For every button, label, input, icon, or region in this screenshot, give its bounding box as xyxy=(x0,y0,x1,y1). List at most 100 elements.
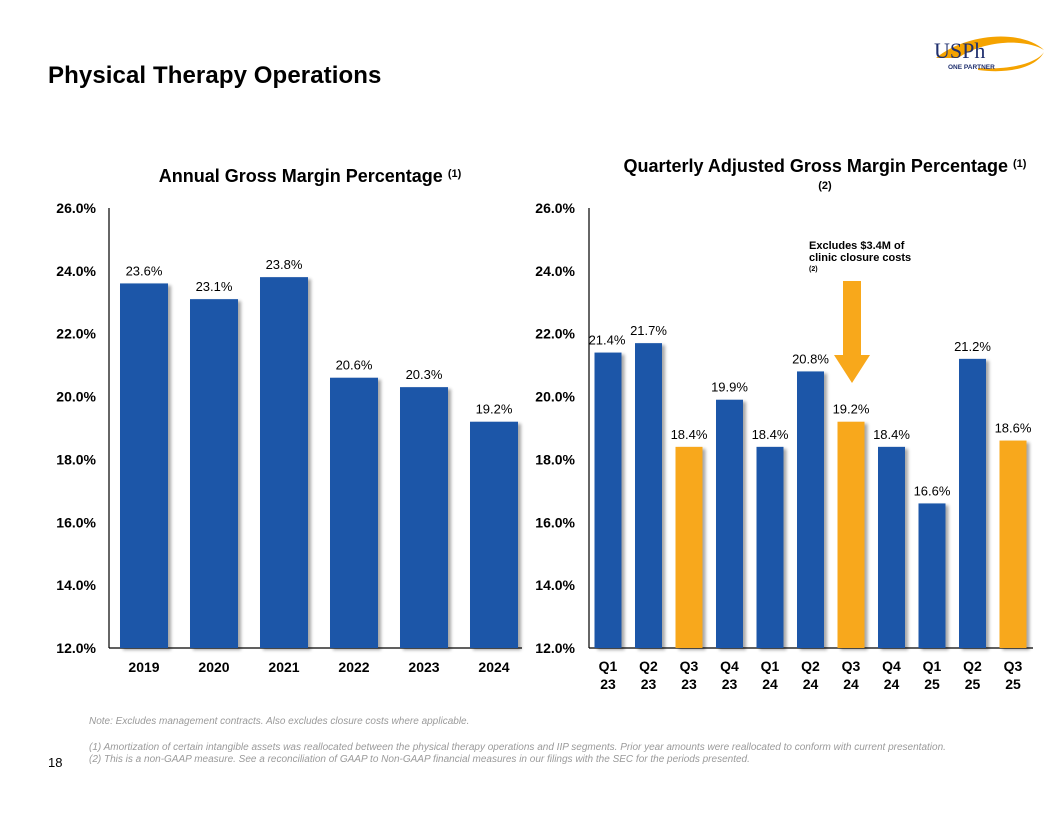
annual-bar xyxy=(120,283,168,648)
quarterly-bar xyxy=(756,446,784,648)
annual-chart-title: Annual Gross Margin Percentage (1) xyxy=(100,165,520,187)
annotation-arrow-head xyxy=(834,355,870,383)
quarterly-y-tick-label: 16.0% xyxy=(535,514,575,530)
quarterly-x-tick-label-year: 25 xyxy=(924,676,940,692)
quarterly-y-tick-label: 18.0% xyxy=(535,451,575,467)
quarterly-x-tick-label-quarter: Q1 xyxy=(761,658,780,674)
annotation-arrow-shaft xyxy=(843,281,861,356)
annual-x-tick-label: 2023 xyxy=(408,659,439,675)
quarterly-bar xyxy=(797,371,824,648)
quarterly-x-tick-label-year: 23 xyxy=(722,676,738,692)
quarterly-x-tick-label-year: 24 xyxy=(762,676,778,692)
annual-data-label: 23.1% xyxy=(196,279,233,294)
quarterly-data-label: 21.4% xyxy=(589,333,626,348)
quarterly-x-tick-label-quarter: Q2 xyxy=(963,658,982,674)
annual-y-tick-label: 24.0% xyxy=(56,263,96,279)
quarterly-data-label: 19.9% xyxy=(711,380,748,395)
company-logo: USPh ONE PARTNER xyxy=(934,36,1044,72)
quarterly-bar xyxy=(959,358,986,648)
quarterly-x-tick-label-quarter: Q2 xyxy=(639,658,658,674)
quarterly-y-tick-label: 22.0% xyxy=(535,326,575,342)
footnotes: Note: Excludes management contracts. Als… xyxy=(89,716,989,766)
quarterly-x-tick-label-year: 24 xyxy=(843,676,859,692)
annual-x-tick-label: 2020 xyxy=(198,659,229,675)
annual-bar xyxy=(260,277,308,648)
annual-chart-title-footnote: (1) xyxy=(447,168,462,180)
quarterly-bar xyxy=(837,421,865,648)
quarterly-chart-title: Quarterly Adjusted Gross Margin Percenta… xyxy=(620,155,1030,199)
annual-y-tick-label: 12.0% xyxy=(56,640,96,656)
quarterly-x-tick-label-year: 25 xyxy=(1005,676,1021,692)
quarterly-data-label: 18.4% xyxy=(873,427,910,442)
annotation-footnote: (2) xyxy=(809,266,818,273)
quarterly-x-tick-label-quarter: Q4 xyxy=(882,658,901,674)
quarterly-bar xyxy=(918,503,946,648)
quarterly-data-label: 20.8% xyxy=(792,351,829,366)
annual-data-label: 23.6% xyxy=(126,263,163,278)
quarterly-x-tick-label-quarter: Q3 xyxy=(680,658,699,674)
quarterly-x-tick-label-quarter: Q2 xyxy=(801,658,820,674)
annotation-text: Excludes $3.4M of clinic closure costs xyxy=(809,240,912,264)
quarterly-data-label: 19.2% xyxy=(833,402,870,417)
annual-y-tick-label: 26.0% xyxy=(56,200,96,216)
annual-bar xyxy=(190,299,238,648)
annual-bar xyxy=(400,387,448,648)
quarterly-chart-title-footnote: (1)(2) xyxy=(818,158,1027,192)
quarterly-y-tick-label: 24.0% xyxy=(535,263,575,279)
note-text: Note: Excludes management contracts. Als… xyxy=(89,716,470,727)
annual-x-tick-label: 2022 xyxy=(338,659,369,675)
quarterly-data-label: 18.4% xyxy=(671,427,708,442)
quarterly-x-tick-label-quarter: Q3 xyxy=(1004,658,1023,674)
quarterly-x-tick-label-quarter: Q3 xyxy=(842,658,861,674)
quarterly-x-tick-label-year: 23 xyxy=(600,676,616,692)
annual-y-tick-label: 22.0% xyxy=(56,326,96,342)
logo-swoosh xyxy=(936,36,1044,58)
quarterly-x-tick-label-quarter: Q4 xyxy=(720,658,739,674)
annual-x-tick-label: 2021 xyxy=(268,659,299,675)
footnote-2: (2) This is a non-GAAP measure. See a re… xyxy=(89,754,750,765)
closure-costs-annotation: Excludes $3.4M of clinic closure costs (… xyxy=(809,240,919,276)
annual-y-tick-label: 20.0% xyxy=(56,389,96,405)
annual-data-label: 20.3% xyxy=(406,367,443,382)
quarterly-x-tick-label-year: 24 xyxy=(803,676,819,692)
annual-x-tick-label: 2024 xyxy=(478,659,509,675)
logo-swoosh-tail xyxy=(978,52,1044,72)
quarterly-y-tick-label: 26.0% xyxy=(535,200,575,216)
quarterly-y-tick-label: 14.0% xyxy=(535,577,575,593)
annual-y-tick-label: 18.0% xyxy=(56,451,96,467)
quarterly-chart-title-text: Quarterly Adjusted Gross Margin Percenta… xyxy=(623,156,1008,176)
footnote-1: (1) Amortization of certain intangible a… xyxy=(89,742,946,753)
annual-y-tick-label: 16.0% xyxy=(56,514,96,530)
quarterly-x-tick-label-year: 23 xyxy=(681,676,697,692)
quarterly-bar xyxy=(635,343,662,648)
quarterly-x-tick-label-year: 24 xyxy=(884,676,900,692)
logo-text: USPh xyxy=(934,38,985,63)
annual-y-tick-label: 14.0% xyxy=(56,577,96,593)
annual-bar xyxy=(330,377,378,648)
quarterly-data-label: 18.6% xyxy=(995,421,1032,436)
annual-data-label: 20.6% xyxy=(336,358,373,373)
annual-bar xyxy=(470,421,518,648)
annual-chart-title-text: Annual Gross Margin Percentage xyxy=(158,166,443,186)
quarterly-data-label: 21.7% xyxy=(630,323,667,338)
quarterly-bar xyxy=(594,352,622,648)
quarterly-y-tick-label: 20.0% xyxy=(535,389,575,405)
quarterly-data-label: 18.4% xyxy=(752,427,789,442)
quarterly-bar xyxy=(716,399,743,648)
quarterly-data-label: 16.6% xyxy=(914,483,951,498)
quarterly-bar xyxy=(999,440,1027,648)
annual-data-label: 19.2% xyxy=(476,402,513,417)
quarterly-x-tick-label-year: 23 xyxy=(641,676,657,692)
quarterly-x-tick-label-year: 25 xyxy=(965,676,981,692)
quarterly-bar xyxy=(878,446,905,648)
logo-subtext: ONE PARTNER xyxy=(948,64,995,71)
annual-data-label: 23.8% xyxy=(266,257,303,272)
page-number: 18 xyxy=(48,755,63,770)
quarterly-y-tick-label: 12.0% xyxy=(535,640,575,656)
quarterly-x-tick-label-quarter: Q1 xyxy=(599,658,618,674)
annual-x-tick-label: 2019 xyxy=(128,659,159,675)
page-title: Physical Therapy Operations xyxy=(48,62,382,89)
quarterly-data-label: 21.2% xyxy=(954,339,991,354)
quarterly-x-tick-label-quarter: Q1 xyxy=(923,658,942,674)
